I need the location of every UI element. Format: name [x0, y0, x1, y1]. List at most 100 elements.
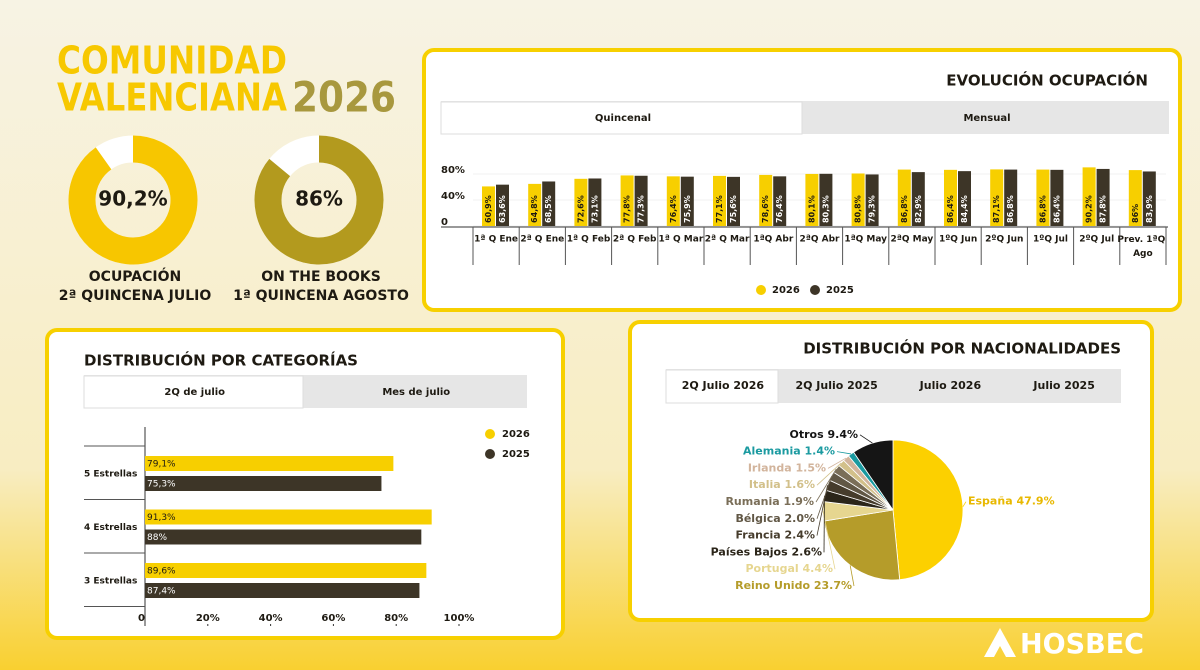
tab-label[interactable]: Mensual: [963, 113, 1010, 124]
bar: [145, 563, 427, 578]
logo-icon: [984, 628, 1016, 657]
slice-label: España 47.9%: [968, 495, 1055, 508]
bar: [990, 169, 1004, 226]
pie-slice: [853, 439, 894, 512]
x-tick-label: 80%: [384, 613, 408, 624]
bar: [819, 173, 833, 226]
bar-label: 80,1%: [807, 195, 816, 223]
bar: [482, 186, 495, 226]
slice-label: Rumania 1.9%: [725, 495, 814, 508]
slice-label: Irlanda 1.5%: [748, 461, 826, 474]
bar: [958, 171, 971, 226]
y-tick-label: 4 Estrellas: [84, 523, 137, 533]
bar-label: 80,8%: [854, 195, 863, 223]
x-tick-label: 1ºQ Jun: [939, 235, 977, 245]
bar: [897, 169, 911, 226]
bar: [145, 583, 420, 598]
tab-label[interactable]: 2Q Julio 2026: [682, 379, 765, 392]
x-tick-label: 1ºQ Jul: [1033, 235, 1068, 245]
tab-label[interactable]: Julio 2025: [1032, 379, 1094, 392]
bar-label: 73,1%: [590, 195, 599, 223]
bar-label: 72,6%: [576, 195, 585, 223]
bar: [805, 173, 819, 226]
bar-label: 91,3%: [147, 513, 176, 523]
legend-label: 2026: [502, 429, 530, 440]
bar: [634, 175, 648, 226]
bar: [1036, 169, 1050, 226]
bar: [680, 176, 694, 226]
bar: [528, 183, 542, 226]
x-tick-label: Prev. 1ªQ Ago: [1117, 235, 1168, 259]
tab-active[interactable]: [83, 375, 304, 409]
y-tick-label: 80%: [441, 165, 465, 176]
donut-arc: [68, 135, 198, 265]
logo: HOSBEC: [984, 627, 1144, 660]
x-tick-label: 1ª Q Feb: [567, 235, 611, 245]
legend-swatch: [810, 285, 820, 295]
bar-label: 77,1%: [715, 195, 724, 223]
tab-label[interactable]: 2Q de julio: [164, 387, 225, 398]
bar-label: 64,8%: [530, 195, 539, 223]
bar: [588, 178, 602, 226]
donut-title: ON THE BOOKS: [261, 269, 381, 285]
bar-label: 60,9%: [484, 195, 493, 223]
bar-label: 82,9%: [914, 195, 923, 223]
bar-label: 75,6%: [729, 195, 738, 223]
y-tick-label: 40%: [441, 191, 465, 202]
bar-label: 63,6%: [498, 195, 507, 223]
bar: [727, 176, 740, 226]
bar-label: 87,4%: [147, 587, 176, 597]
bar: [759, 174, 773, 226]
bar-label: 83,9%: [1145, 195, 1154, 223]
donut-subtitle: 2ª QUINCENA JULIO: [59, 288, 212, 304]
leader-line: [849, 565, 855, 587]
x-tick-label: 2ª Q Feb: [613, 235, 657, 245]
tab-label[interactable]: 2Q Julio 2025: [795, 379, 877, 392]
leader-line: [836, 451, 852, 455]
bar: [773, 176, 787, 226]
legend-label: 2025: [826, 285, 854, 296]
title: VALENCIANA: [57, 76, 287, 120]
x-tick-label: 0: [138, 613, 145, 624]
bar: [542, 181, 556, 226]
x-tick-label: 2ª Q Mar: [705, 235, 750, 245]
y-tick-label: 5 Estrellas: [84, 470, 137, 480]
bar: [944, 169, 957, 226]
bar: [713, 175, 726, 226]
tab-active[interactable]: [665, 369, 779, 404]
bar: [851, 173, 865, 226]
bar: [574, 178, 588, 226]
title: COMUNIDAD: [57, 39, 287, 83]
tab-active[interactable]: [440, 101, 803, 135]
y-tick-label: 3 Estrellas: [84, 577, 137, 587]
x-tick-label: 2ºQ Jul: [1079, 235, 1114, 245]
slice-label: Bélgica 2.0%: [735, 512, 815, 525]
bar: [1082, 167, 1096, 226]
donut-arc: [254, 135, 384, 265]
x-tick-label: 2ºQ Jun: [985, 235, 1023, 245]
slice-label: Francia 2.4%: [735, 529, 815, 542]
bar-label: 87,8%: [1099, 195, 1108, 223]
x-tick-label: 40%: [259, 613, 283, 624]
x-tick-label: 1ª Q Ene: [474, 235, 518, 245]
legend-swatch: [756, 285, 766, 295]
tab-label[interactable]: Julio 2026: [919, 379, 982, 392]
bar-label: 84,4%: [960, 195, 969, 223]
leader-line: [816, 462, 842, 486]
tab-label[interactable]: Mes de julio: [382, 387, 450, 398]
slice-label: Países Bajos 2.6%: [711, 545, 822, 558]
bar-label: 75,9%: [683, 195, 692, 223]
bar-label: 79,3%: [868, 195, 877, 223]
x-tick-label: 1ªQ May: [844, 235, 887, 245]
x-tick-label: 60%: [321, 613, 345, 624]
bar-label: 76,4%: [775, 195, 784, 223]
tab-label[interactable]: Quincenal: [595, 113, 651, 124]
bar-label: 86,8%: [900, 195, 909, 223]
bar-label: 86,8%: [1038, 195, 1047, 223]
bar-label: 75,3%: [147, 480, 176, 490]
slice-label: Italia 1.6%: [749, 478, 815, 491]
donut-value: 90,2%: [98, 187, 167, 211]
chart-title: DISTRIBUCIÓN POR CATEGORÍAS: [84, 351, 358, 370]
bar: [865, 174, 879, 226]
